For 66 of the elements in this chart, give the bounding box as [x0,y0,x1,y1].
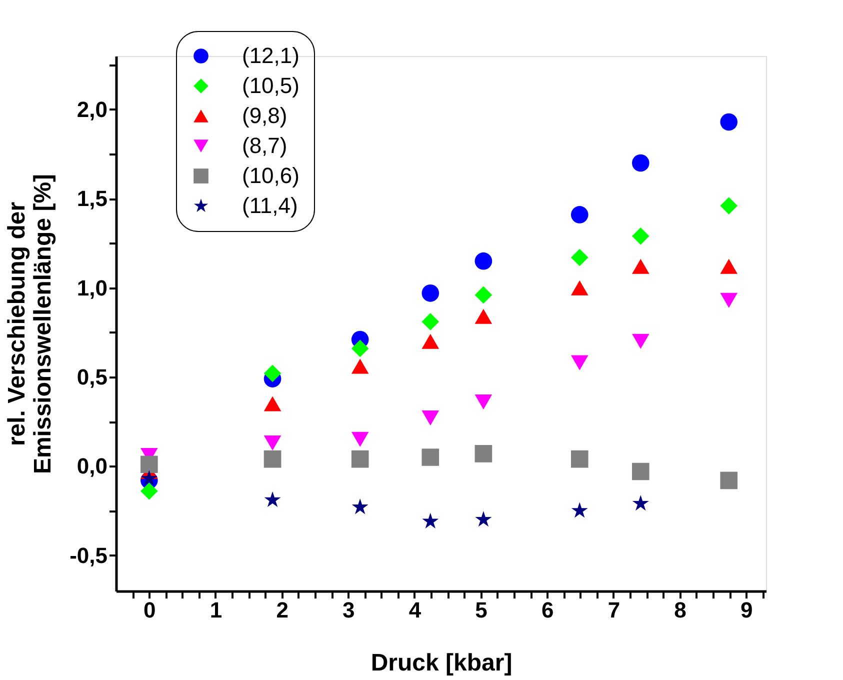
x-tick-label: 1 [210,598,222,622]
y-tick-label: 1,5 [76,186,108,212]
legend-label: (11,4) [242,193,298,218]
x-tick-label: 9 [740,598,753,622]
point [570,450,588,468]
point [140,482,158,500]
point [422,284,440,302]
x-tick-label: 7 [608,598,620,622]
point [632,227,650,245]
point [720,113,738,131]
point [474,445,492,462]
point [632,494,649,511]
point [570,280,588,296]
y-tick-label: 0,5 [76,364,108,390]
point [352,498,368,514]
point [422,448,440,466]
legend-label: (10,6) [242,163,300,188]
point [474,308,492,324]
point [632,334,650,349]
point [570,355,588,370]
point [264,435,282,450]
point [422,313,440,330]
point [632,154,650,172]
x-axis-title: Druck [kbar] [370,650,512,676]
legend-label: (10,5) [242,73,300,98]
point [632,462,650,480]
point [720,197,738,214]
point [351,432,369,447]
point [720,258,738,274]
point [264,491,281,508]
point [570,248,588,266]
x-tick-label: 8 [674,598,686,622]
point [351,340,369,358]
x-tick-label: 2 [276,598,288,622]
x-tick-label: 0 [144,598,156,622]
y-tick-label: 1,0 [76,275,108,300]
point [140,456,158,474]
point [474,286,492,304]
x-tick-label: 5 [475,598,488,622]
point [571,502,588,518]
point [474,394,492,410]
legend-label: (8,7) [242,133,288,158]
legend-label: (12,1) [242,43,300,68]
y-tick-label: 0,0 [76,454,108,479]
legend-label: (9,8) [242,103,288,128]
point [264,450,282,468]
x-tick-label: 6 [541,598,554,622]
point [474,252,492,270]
point [422,410,440,426]
point [351,450,369,468]
point [720,472,738,490]
point [422,512,439,528]
point [475,511,492,527]
x-tick-label: 3 [342,598,355,622]
x-tick-label: 4 [408,598,422,622]
point [140,470,158,486]
y-tick-label: 2,0 [76,97,108,122]
point [422,334,440,349]
point [351,358,369,374]
point [570,206,588,224]
point [264,396,282,412]
y-axis-title: rel. Verschiebung der Emissionswellenlänge [%] [4,174,57,474]
y-tick-label: -0,5 [70,542,108,568]
point [632,258,650,274]
point [264,364,282,382]
point [720,292,738,308]
